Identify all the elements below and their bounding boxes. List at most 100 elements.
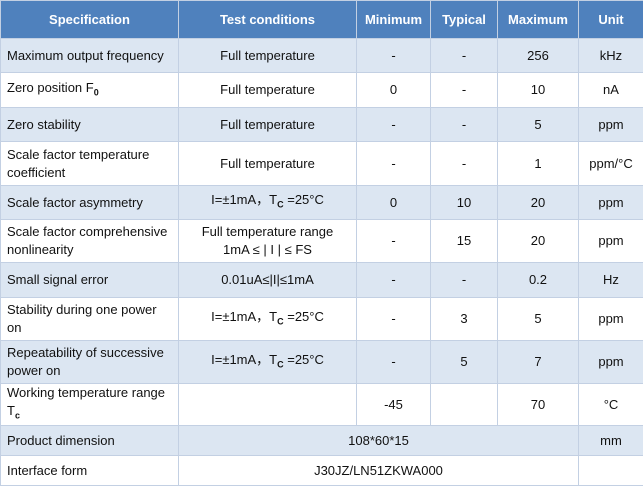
cell-text: I=±1mA，T (211, 351, 278, 367)
cell-text: Zero position F (7, 79, 94, 95)
row: Repeatability of successive power on I=±… (0, 340, 643, 384)
row: Zero position F0 Full temperature 0 - 10… (0, 72, 643, 108)
cell: - (356, 38, 431, 73)
header-cell: Maximum (497, 0, 579, 39)
cell: - (430, 141, 498, 186)
cell-text: I=±1mA，T (211, 308, 278, 324)
cell-text: =25°C (283, 351, 324, 367)
cell: - (430, 72, 498, 108)
row: Maximum output frequency Full temperatur… (0, 38, 643, 73)
cell: 3 (430, 297, 498, 341)
cell: I=±1mA，TC =25°C (178, 297, 357, 341)
header-cell: Specification (0, 0, 179, 39)
cell: Interface form (0, 455, 179, 486)
cell: - (356, 297, 431, 341)
cell: Full temperature (178, 107, 357, 142)
cell (178, 383, 357, 426)
row: Scale factor comprehensive nonlinearity … (0, 219, 643, 263)
cell: 15 (430, 219, 498, 263)
cell: 1 (497, 141, 579, 186)
cell: 5 (430, 340, 498, 384)
cell: -45 (356, 383, 431, 426)
cell: 108*60*15 (178, 425, 579, 456)
cell: - (356, 141, 431, 186)
cell: Scale factor asymmetry (0, 185, 179, 220)
cell: 70 (497, 383, 579, 426)
row: Zero stability Full temperature - - 5 pp… (0, 107, 643, 142)
cell: Full temperature (178, 141, 357, 186)
header-cell: Unit (578, 0, 643, 39)
row: Small signal error 0.01uA≤|I|≤1mA - - 0.… (0, 262, 643, 298)
subscript: C (277, 359, 284, 370)
cell: Full temperature (178, 38, 357, 73)
row: Scale factor asymmetry I=±1mA，TC =25°C 0… (0, 185, 643, 220)
cell: Scale factor comprehensive nonlinearity (0, 219, 179, 263)
subscript: 0 (93, 87, 99, 98)
row: Working temperature range Tc -45 70 °C (0, 383, 643, 426)
subscript: c (14, 410, 20, 421)
cell: ppm (578, 340, 643, 384)
cell: 7 (497, 340, 579, 384)
cell: 20 (497, 185, 579, 220)
cell: - (356, 219, 431, 263)
cell: 20 (497, 219, 579, 263)
cell: nA (578, 72, 643, 108)
cell: - (356, 262, 431, 298)
subscript: C (277, 199, 284, 210)
cell-line: Full temperature range (201, 224, 334, 239)
cell: Small signal error (0, 262, 179, 298)
cell: I=±1mA，TC =25°C (178, 340, 357, 384)
cell: 5 (497, 107, 579, 142)
cell: Zero stability (0, 107, 179, 142)
cell: 0.2 (497, 262, 579, 298)
cell: ppm (578, 297, 643, 341)
cell: mm (578, 425, 643, 456)
cell: 0.01uA≤|I|≤1mA (178, 262, 357, 298)
cell: Zero position F0 (0, 72, 179, 108)
header-cell: Minimum (356, 0, 431, 39)
cell: - (356, 340, 431, 384)
cell: - (430, 107, 498, 142)
cell: kHz (578, 38, 643, 73)
cell: 10 (497, 72, 579, 108)
header-cell: Test conditions (178, 0, 357, 39)
cell-text: Working temperature range T (7, 385, 166, 419)
cell: I=±1mA，TC =25°C (178, 185, 357, 220)
cell (578, 455, 643, 486)
cell: Working temperature range Tc (0, 383, 179, 426)
row: Interface form J30JZ/LN51ZKWA000 (0, 455, 643, 486)
cell-line: 1mA ≤ | I | ≤ FS (223, 242, 312, 257)
cell: Full temperature (178, 72, 357, 108)
row: Scale factor temperature coefficient Ful… (0, 141, 643, 186)
cell-text: =25°C (283, 192, 324, 208)
cell: 256 (497, 38, 579, 73)
cell: ppm (578, 107, 643, 142)
cell: Full temperature range 1mA ≤ | I | ≤ FS (178, 219, 357, 263)
cell: - (356, 107, 431, 142)
cell: 5 (497, 297, 579, 341)
row: Stability during one power on I=±1mA，TC … (0, 297, 643, 341)
subscript: C (277, 316, 284, 327)
cell: - (430, 262, 498, 298)
cell: Repeatability of successive power on (0, 340, 179, 384)
cell: Product dimension (0, 425, 179, 456)
header-cell: Typical (430, 0, 498, 39)
cell: J30JZ/LN51ZKWA000 (178, 455, 579, 486)
cell-text: I=±1mA，T (211, 192, 278, 208)
cell-text: =25°C (283, 308, 324, 324)
cell: ppm/°C (578, 141, 643, 186)
cell: Hz (578, 262, 643, 298)
cell (430, 383, 498, 426)
row: Product dimension 108*60*15 mm (0, 425, 643, 456)
cell: Scale factor temperature coefficient (0, 141, 179, 186)
cell: Maximum output frequency (0, 38, 179, 73)
cell: - (430, 38, 498, 73)
cell: 0 (356, 185, 431, 220)
cell: 0 (356, 72, 431, 108)
header-row: Specification Test conditions Minimum Ty… (0, 0, 643, 39)
cell: °C (578, 383, 643, 426)
cell: ppm (578, 185, 643, 220)
cell: 10 (430, 185, 498, 220)
